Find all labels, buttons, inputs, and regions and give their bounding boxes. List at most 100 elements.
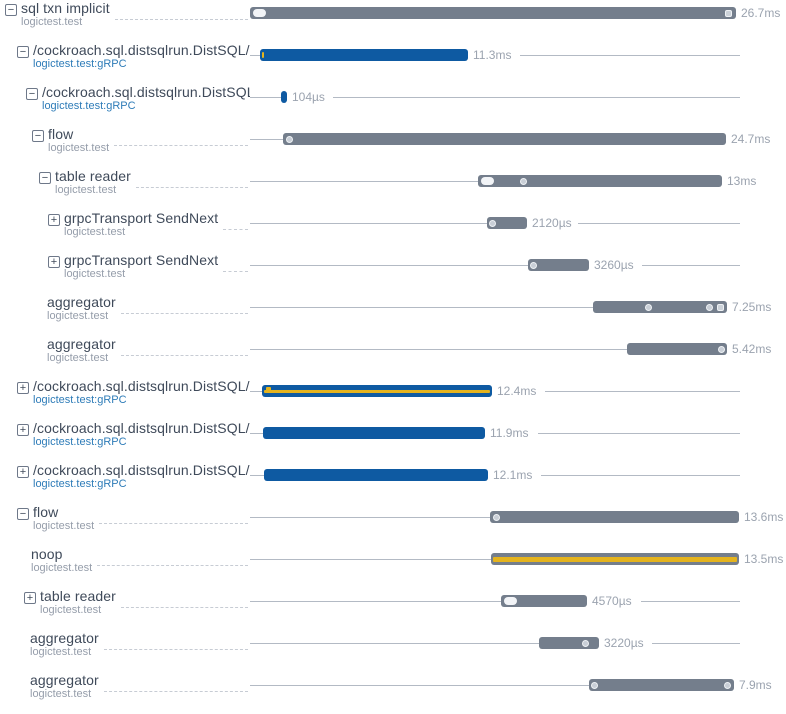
expand-icon[interactable]: +: [24, 592, 36, 604]
log-marker: [481, 177, 494, 185]
span-subtitle: logictest.test: [30, 688, 92, 700]
span-names[interactable]: /cockroach.sql.distsqlrun.DistSQL/Set log…: [33, 42, 250, 71]
span-row: + grpcTransport SendNext logictest.test 326…: [0, 252, 786, 294]
span-names[interactable]: flow logictest.test: [33, 504, 95, 533]
collapse-icon[interactable]: −: [17, 46, 29, 58]
log-marker: [253, 9, 266, 17]
span-label[interactable]: − flow logictest.test: [0, 504, 250, 546]
parent-duration-line: [250, 97, 281, 98]
span-subtitle: logictest.test: [47, 352, 109, 364]
span-names[interactable]: aggregator logictest.test: [30, 672, 99, 701]
log-marker: [724, 681, 731, 689]
collapse-icon[interactable]: −: [5, 4, 17, 16]
span-names[interactable]: table reader logictest.test: [40, 588, 116, 617]
span-names[interactable]: /cockroach.sql.distsqlrun.DistSQL/S logic…: [42, 84, 250, 113]
span-names[interactable]: noop logictest.test: [31, 546, 93, 575]
span-bar[interactable]: [528, 259, 589, 271]
log-marker: [493, 513, 500, 521]
span-label[interactable]: + grpcTransport SendNext logictest.test: [0, 252, 250, 294]
span-names[interactable]: aggregator logictest.test: [30, 630, 99, 659]
collapse-icon[interactable]: −: [26, 88, 38, 100]
span-label[interactable]: + grpcTransport SendNext logictest.test: [0, 210, 250, 252]
duration-label: 3260µs: [594, 258, 634, 272]
span-title: aggregator: [47, 336, 116, 352]
duration-label: 13ms: [727, 174, 757, 188]
span-label[interactable]: aggregator logictest.test: [0, 672, 250, 714]
span-bar[interactable]: [260, 49, 468, 61]
span-names[interactable]: /cockroach.sql.distsqlrun.DistSQL/Set log…: [33, 420, 250, 449]
leader-line: [99, 523, 248, 524]
span-bar[interactable]: [491, 553, 739, 565]
span-bar[interactable]: [539, 637, 599, 649]
span-label[interactable]: − sql txn implicit logictest.test: [0, 0, 250, 42]
collapse-icon[interactable]: −: [39, 172, 51, 184]
log-marker: [718, 345, 725, 353]
span-label[interactable]: + table reader logictest.test: [0, 588, 250, 630]
span-title: /cockroach.sql.distsqlrun.DistSQL/S: [42, 84, 250, 100]
span-subtitle: logictest.test: [33, 520, 95, 532]
span-label[interactable]: + /cockroach.sql.distsqlrun.DistSQL/Set lo…: [0, 462, 250, 504]
span-label[interactable]: −/cockroach.sql.distsqlrun.DistSQL/S logi…: [0, 84, 250, 126]
leader-line: [120, 607, 248, 608]
span-label[interactable]: + /cockroach.sql.distsqlrun.DistSQL/Set lo…: [0, 420, 250, 462]
span-label[interactable]: aggregator logictest.test: [0, 336, 250, 378]
parent-duration-line: [250, 223, 487, 224]
span-bar[interactable]: [501, 595, 587, 607]
span-bar[interactable]: [627, 343, 727, 355]
duration-label: 12.4ms: [497, 384, 537, 398]
span-subtitle: logictest.test: [64, 226, 126, 238]
expand-icon[interactable]: +: [48, 256, 60, 268]
collapse-icon[interactable]: −: [32, 130, 44, 142]
parent-duration-line: [250, 517, 490, 518]
duration-label: 7.25ms: [732, 300, 772, 314]
span-names[interactable]: grpcTransport SendNext logictest.test: [64, 210, 218, 239]
span-label[interactable]: − table reader logictest.test: [0, 168, 250, 210]
expand-icon[interactable]: +: [17, 382, 29, 394]
span-title: aggregator: [30, 630, 99, 646]
collapse-icon[interactable]: −: [17, 508, 29, 520]
duration-label: 11.9ms: [490, 426, 529, 440]
span-names[interactable]: table reader logictest.test: [55, 168, 131, 197]
span-stripe: [493, 556, 737, 562]
span-names[interactable]: grpcTransport SendNext logictest.test: [64, 252, 218, 281]
log-marker: [582, 639, 589, 647]
log-marker: [530, 261, 537, 269]
span-subtitle: logictest.test: [47, 310, 109, 322]
span-bar[interactable]: [262, 385, 492, 397]
span-names[interactable]: /cockroach.sql.distsqlrun.DistSQL/Set log…: [33, 378, 250, 407]
span-bar[interactable]: [263, 427, 485, 439]
span-bar[interactable]: [250, 7, 736, 19]
leader-line: [103, 691, 248, 692]
span-label[interactable]: noop logictest.test: [0, 546, 250, 588]
span-title: /cockroach.sql.distsqlrun.DistSQL/Set: [33, 378, 250, 394]
span-label[interactable]: −/cockroach.sql.distsqlrun.DistSQL/Set lo…: [0, 42, 250, 84]
log-marker: [717, 303, 724, 311]
span-row: − sql txn implicit logictest.test 26.7ms: [0, 0, 786, 42]
expand-icon[interactable]: +: [17, 466, 29, 478]
duration-label: 11.3ms: [473, 48, 512, 62]
span-names[interactable]: /cockroach.sql.distsqlrun.DistSQL/Set log…: [33, 462, 250, 491]
duration-label: 4570µs: [592, 594, 632, 608]
span-bar[interactable]: [478, 175, 722, 187]
span-bar[interactable]: [283, 133, 726, 145]
span-stripe: [264, 389, 490, 393]
span-bar[interactable]: [490, 511, 739, 523]
span-subtitle: logictest.test: [31, 562, 93, 574]
expand-icon[interactable]: +: [17, 424, 29, 436]
span-names[interactable]: aggregator logictest.test: [47, 336, 116, 365]
span-row: noop logictest.test 13.5ms: [0, 546, 786, 588]
span-bar[interactable]: [589, 679, 734, 691]
expand-icon[interactable]: +: [48, 214, 60, 226]
trailing-duration-line: [642, 265, 740, 266]
span-names[interactable]: aggregator logictest.test: [47, 294, 116, 323]
span-names[interactable]: flow logictest.test: [48, 126, 109, 155]
span-bar[interactable]: [281, 91, 287, 103]
span-bar[interactable]: [593, 301, 727, 313]
span-bar[interactable]: [487, 217, 527, 229]
span-label[interactable]: aggregator logictest.test: [0, 630, 250, 672]
span-label[interactable]: aggregator logictest.test: [0, 294, 250, 336]
span-label[interactable]: − flow logictest.test: [0, 126, 250, 168]
span-names[interactable]: sql txn implicit logictest.test: [21, 0, 110, 29]
span-bar[interactable]: [264, 469, 488, 481]
span-label[interactable]: + /cockroach.sql.distsqlrun.DistSQL/Set lo…: [0, 378, 250, 420]
